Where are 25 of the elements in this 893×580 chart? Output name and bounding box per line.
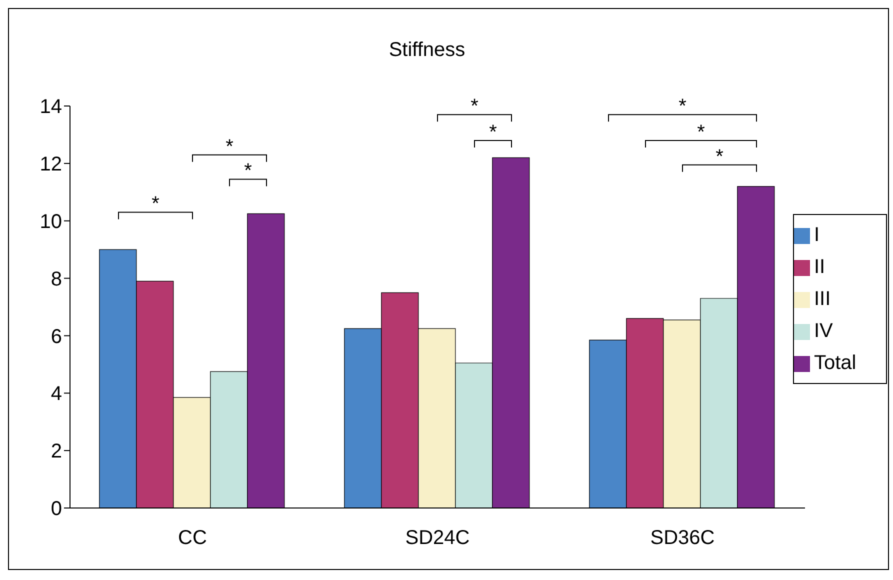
annotation: * <box>244 160 252 182</box>
annotation: * <box>226 136 234 158</box>
annotation: * <box>716 146 724 168</box>
y-tick-label: 10 <box>40 210 62 233</box>
legend-label: II <box>814 256 826 278</box>
y-tick-label: 4 <box>50 383 62 406</box>
y-tick-label: 12 <box>40 154 62 176</box>
y-tick-label: 8 <box>50 268 62 290</box>
legend-label: III <box>814 288 831 310</box>
y-tick-label: 6 <box>50 326 62 348</box>
annotation: * <box>678 96 687 118</box>
legend-label: I <box>814 224 820 246</box>
y-tick-label: 14 <box>40 96 62 118</box>
annotation: * <box>697 121 706 144</box>
y-tick-label: 2 <box>50 440 62 463</box>
x-tick-label: SD24C <box>405 527 470 550</box>
y-tick-label: 0 <box>50 498 62 520</box>
legend-label: Total <box>814 352 856 374</box>
annotation: * <box>470 96 479 118</box>
chart-title: Stiffness <box>388 39 466 62</box>
legend-label: IV <box>814 320 833 342</box>
x-tick-label: CC <box>178 527 207 550</box>
x-tick-label: SD36C <box>650 527 715 550</box>
annotation: * <box>489 121 498 144</box>
annotation: * <box>152 193 160 216</box>
